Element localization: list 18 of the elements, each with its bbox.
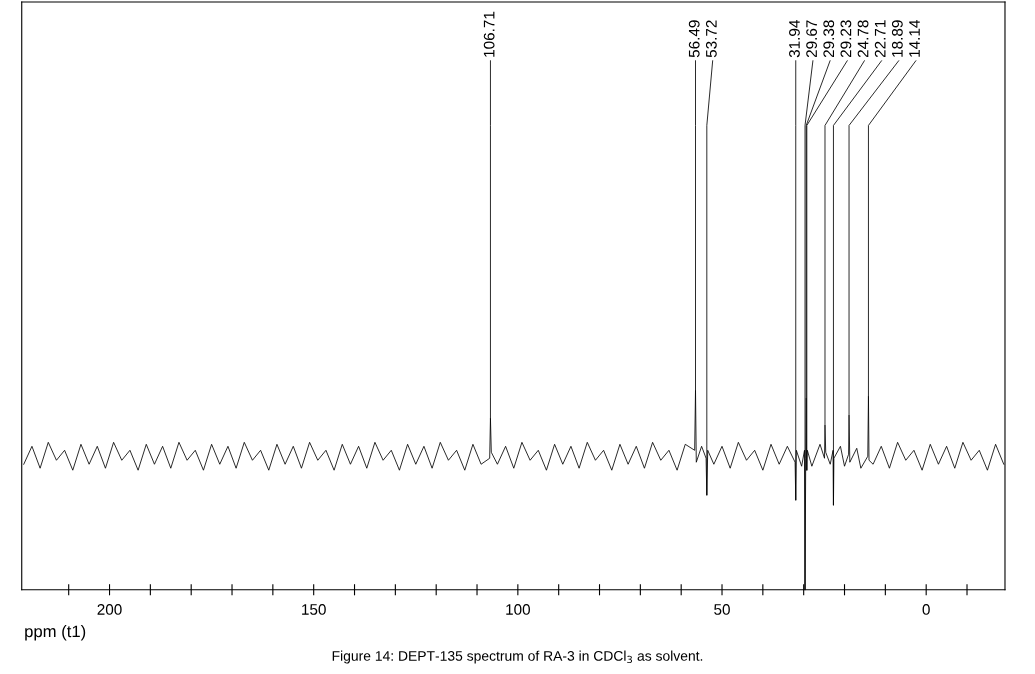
annotation: 56.49: [688, 20, 700, 58]
x-tick-label: 50: [714, 604, 730, 615]
x-tick-label: 200: [97, 604, 122, 615]
annotation: 53.72: [705, 20, 717, 58]
annotation: 18.89: [891, 20, 903, 57]
annotation: 14.14: [909, 20, 920, 57]
annotation: 29.23: [840, 20, 852, 58]
caption: Figure 14: DEPT-135 spectrum of RA-3 in CDCl$_{3}$ as solvent.: [332, 650, 703, 664]
annotation: 106.71: [483, 11, 495, 57]
annotation: 29.67: [806, 20, 818, 58]
annotation: 22.71: [874, 20, 886, 58]
x-tick-label: 100: [506, 604, 530, 615]
annotation: 29.38: [823, 20, 835, 58]
x-axis-title: ppm (t1): [25, 625, 86, 641]
x-tick-label: 0: [922, 604, 930, 615]
annotation: 31.94: [789, 20, 800, 58]
annotation: 24.78: [857, 20, 869, 58]
x-tick-label: 150: [302, 604, 326, 615]
